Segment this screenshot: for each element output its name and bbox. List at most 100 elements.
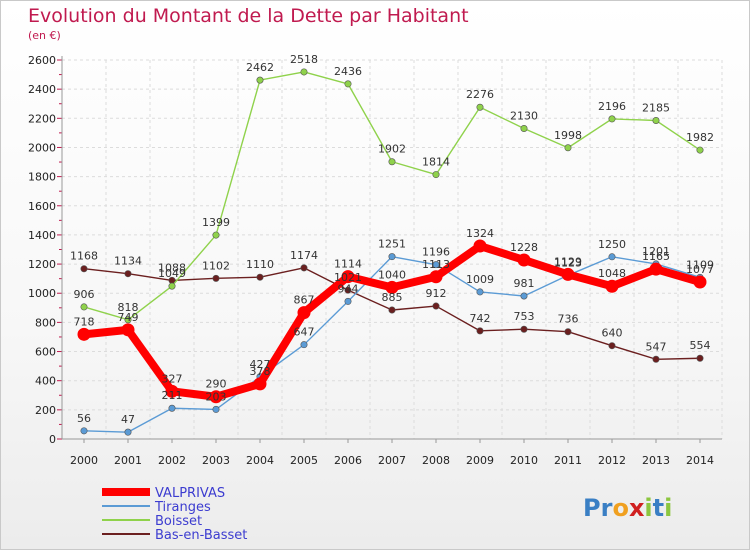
- data-label: 981: [514, 277, 535, 290]
- data-point: [693, 275, 707, 289]
- data-label: 1250: [598, 238, 626, 251]
- x-tick-label: 2013: [642, 454, 670, 467]
- data-point: [80, 427, 88, 435]
- data-label: 818: [118, 301, 139, 314]
- data-point: [476, 288, 484, 296]
- data-point: [168, 404, 176, 412]
- x-tick-label: 2014: [686, 454, 714, 467]
- data-point: [388, 253, 396, 261]
- y-tick-label: 2200: [28, 112, 56, 125]
- x-tick-label: 2008: [422, 454, 450, 467]
- y-tick-label: 2600: [28, 54, 56, 67]
- data-label: 1399: [202, 216, 230, 229]
- data-label: 290: [206, 378, 227, 391]
- data-labels: 1168 1134 1088 1102 1110 1174 1021 885 912 742 753…: [70, 53, 714, 426]
- series-boisset: [80, 68, 704, 324]
- data-point: [168, 282, 176, 290]
- data-label: 640: [602, 327, 623, 340]
- data-point: [476, 327, 484, 335]
- data-label: 2436: [334, 65, 362, 78]
- data-point: [388, 158, 396, 166]
- y-tick-label: 600: [35, 346, 56, 359]
- data-label: 1021: [334, 271, 362, 284]
- y-tick-label: 1600: [28, 200, 56, 213]
- data-point: [564, 144, 572, 152]
- data-point: [520, 325, 528, 333]
- y-tick-label: 800: [35, 316, 56, 329]
- data-label: 1129: [554, 255, 582, 268]
- data-label: 944: [338, 282, 359, 295]
- data-point: [297, 306, 311, 320]
- data-point: [80, 265, 88, 273]
- data-label: 1077: [686, 263, 714, 276]
- data-point: [696, 146, 704, 154]
- logo-letter: o: [612, 494, 629, 522]
- data-point: [608, 342, 616, 350]
- data-label: 1088: [158, 261, 186, 274]
- data-point: [388, 306, 396, 314]
- data-point: [212, 274, 220, 282]
- data-label: 1009: [466, 273, 494, 286]
- y-tick-label: 0: [49, 433, 56, 446]
- data-label: 1998: [554, 129, 582, 142]
- data-point: [476, 103, 484, 111]
- data-point: [80, 303, 88, 311]
- data-label: 2518: [290, 53, 318, 66]
- proxiti-logo: Proxiti: [583, 494, 672, 522]
- data-label: 1113: [422, 258, 450, 271]
- data-label: 1048: [598, 267, 626, 280]
- data-label: 742: [470, 312, 491, 325]
- data-point: [209, 390, 223, 404]
- data-point: [124, 270, 132, 278]
- data-point: [652, 355, 660, 363]
- data-point: [300, 68, 308, 76]
- data-point: [561, 267, 575, 281]
- logo-letter: t: [653, 494, 664, 522]
- data-label: 2462: [246, 61, 274, 74]
- x-tick-label: 2007: [378, 454, 406, 467]
- data-label: 2196: [598, 100, 626, 113]
- data-label: 1123: [554, 256, 582, 269]
- data-label: 1174: [290, 249, 318, 262]
- x-tick-label: 2006: [334, 454, 362, 467]
- data-point: [520, 292, 528, 300]
- logo-letter: x: [629, 494, 645, 522]
- data-point: [344, 297, 352, 305]
- data-point: [517, 253, 531, 267]
- data-point: [256, 273, 264, 281]
- axes: 0 200 400 600 800 1000 1200 1400 1600 1800 2000 220…: [28, 54, 722, 467]
- data-point: [696, 354, 704, 362]
- data-label: 211: [162, 389, 183, 402]
- data-point: [432, 302, 440, 310]
- series-lines: [77, 68, 707, 436]
- data-label: 885: [382, 291, 403, 304]
- y-tick-label: 1000: [28, 287, 56, 300]
- data-label: 1168: [70, 250, 98, 263]
- data-point: [212, 231, 220, 239]
- data-point: [432, 261, 440, 269]
- data-label: 1902: [378, 143, 406, 156]
- data-label: 203: [206, 390, 227, 403]
- data-label: 753: [514, 310, 535, 323]
- data-label: 1251: [378, 238, 406, 251]
- data-point: [300, 341, 308, 349]
- x-tick-label: 2011: [554, 454, 582, 467]
- data-point: [473, 239, 487, 253]
- x-tick-label: 2003: [202, 454, 230, 467]
- data-point: [344, 286, 352, 294]
- y-tick-label: 2000: [28, 141, 56, 154]
- x-tick-label: 2001: [114, 454, 142, 467]
- y-tick-label: 200: [35, 404, 56, 417]
- data-point: [124, 428, 132, 436]
- data-label: 867: [294, 294, 315, 307]
- data-label: 736: [558, 313, 579, 326]
- y-tick-label: 400: [35, 375, 56, 388]
- data-label: 1228: [510, 241, 538, 254]
- data-point: [300, 264, 308, 272]
- data-point: [649, 262, 663, 276]
- data-label: 1114: [334, 258, 362, 271]
- y-tick-label: 1200: [28, 258, 56, 271]
- logo-letter: i: [664, 494, 672, 522]
- data-label: 2276: [466, 88, 494, 101]
